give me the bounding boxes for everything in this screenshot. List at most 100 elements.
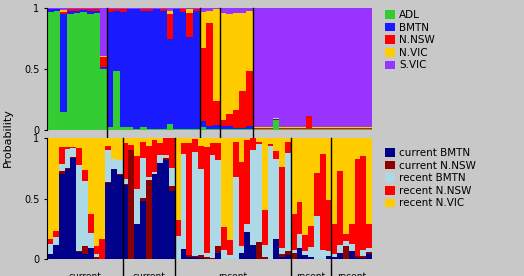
Bar (268, 146, 274, 259)
Bar (226, 114, 233, 126)
Bar (279, 127, 286, 128)
Bar (314, 138, 320, 173)
Bar (187, 8, 193, 9)
Bar (299, 128, 305, 129)
Bar (349, 224, 355, 245)
Bar (365, 127, 372, 128)
Text: recent
N.NSW: recent N.NSW (296, 272, 326, 276)
Bar (167, 8, 173, 11)
Bar (279, 129, 286, 130)
Bar (206, 23, 213, 126)
Bar (76, 138, 82, 148)
Bar (345, 127, 352, 128)
Bar (54, 11, 60, 130)
Bar (128, 145, 134, 150)
Bar (140, 142, 146, 158)
Bar (213, 9, 220, 100)
Bar (359, 8, 365, 127)
Bar (331, 254, 337, 257)
Bar (266, 127, 272, 128)
Bar (105, 150, 111, 182)
Bar (160, 129, 167, 130)
Bar (117, 176, 123, 259)
Bar (187, 138, 192, 142)
Bar (262, 258, 268, 259)
Bar (297, 202, 302, 234)
Bar (151, 172, 157, 174)
Bar (47, 244, 53, 254)
Bar (233, 12, 239, 110)
Bar (233, 177, 238, 259)
Bar (366, 248, 372, 252)
Bar (53, 231, 59, 237)
Bar (266, 129, 272, 130)
Bar (233, 129, 239, 130)
Bar (262, 245, 268, 258)
Bar (233, 128, 239, 129)
Bar (332, 128, 339, 129)
Bar (198, 146, 204, 169)
Bar (361, 250, 366, 256)
Bar (259, 128, 266, 129)
Bar (365, 128, 372, 129)
Bar (343, 138, 349, 234)
Legend: current BMTN, current N.NSW, recent BMTN, recent N.NSW, recent N.VIC: current BMTN, current N.NSW, recent BMTN… (383, 146, 478, 211)
Bar (111, 138, 117, 159)
Bar (181, 250, 187, 259)
Bar (140, 8, 147, 9)
Bar (246, 11, 253, 71)
Bar (291, 214, 297, 250)
Bar (167, 14, 173, 39)
Bar (70, 138, 76, 147)
Bar (220, 120, 226, 126)
Bar (88, 233, 94, 248)
Bar (325, 8, 332, 127)
Bar (285, 138, 291, 142)
Bar (259, 8, 266, 127)
Bar (47, 12, 54, 130)
Bar (180, 9, 187, 12)
Bar (332, 8, 339, 127)
Bar (76, 252, 82, 259)
Bar (134, 156, 140, 190)
Bar (127, 9, 133, 127)
Bar (268, 144, 274, 146)
Bar (331, 138, 337, 224)
Bar (349, 245, 355, 251)
Bar (215, 253, 221, 259)
Bar (253, 128, 259, 129)
Bar (215, 143, 221, 160)
Bar (220, 13, 226, 120)
Bar (80, 10, 87, 12)
Bar (279, 248, 285, 254)
Bar (67, 14, 74, 130)
Bar (292, 127, 299, 128)
Bar (181, 142, 187, 154)
Bar (343, 234, 349, 241)
Bar (331, 224, 337, 254)
Bar (74, 9, 80, 11)
Bar (250, 139, 256, 150)
Bar (140, 11, 147, 127)
Bar (123, 184, 128, 185)
Bar (198, 255, 204, 258)
Bar (210, 258, 215, 259)
Bar (180, 129, 187, 130)
Bar (366, 224, 372, 248)
Bar (100, 69, 107, 130)
Bar (297, 234, 302, 248)
Bar (259, 129, 266, 130)
Bar (302, 255, 308, 259)
Bar (233, 110, 239, 128)
Bar (239, 12, 246, 91)
Bar (47, 138, 53, 239)
Bar (74, 8, 80, 9)
Bar (352, 129, 359, 130)
Bar (120, 8, 127, 9)
Bar (192, 139, 198, 152)
Bar (128, 138, 134, 145)
Bar (297, 138, 302, 202)
Bar (64, 168, 70, 169)
Bar (59, 138, 64, 147)
Bar (297, 248, 302, 259)
